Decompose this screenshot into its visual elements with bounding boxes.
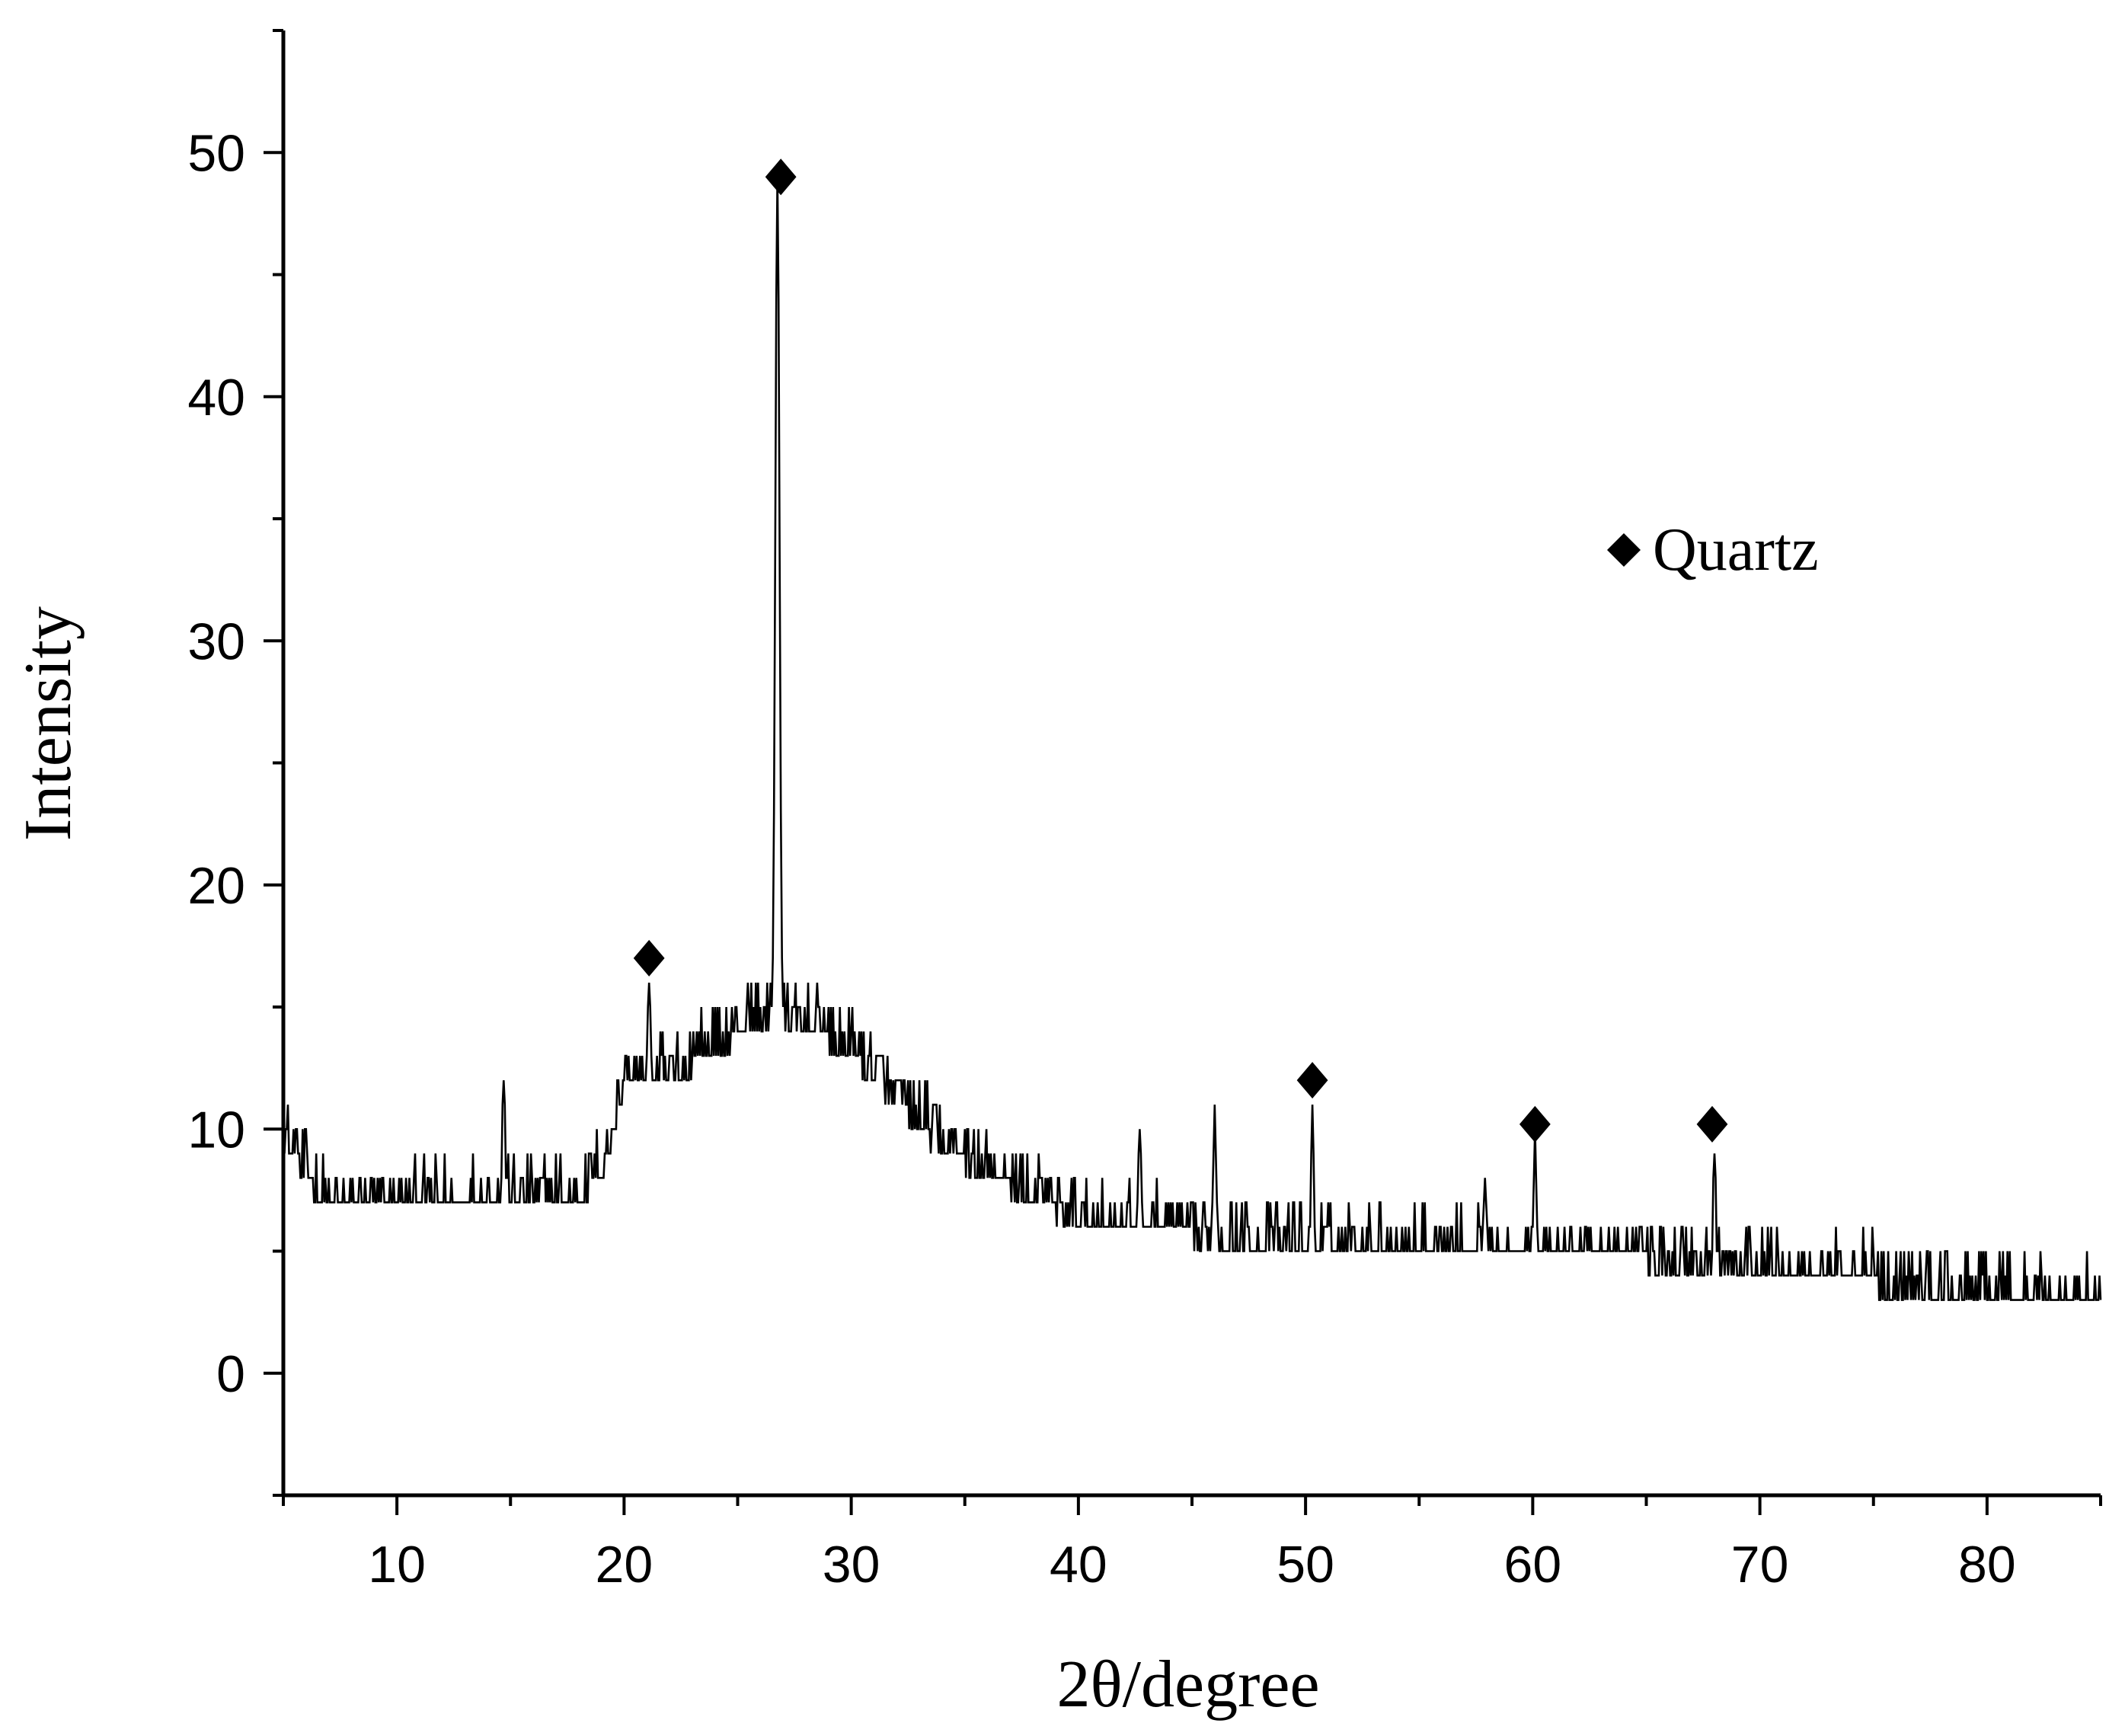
x-tick-label: 50: [1277, 1536, 1334, 1594]
marker-layer: [633, 158, 1728, 1143]
quartz-diamond-marker: [765, 158, 797, 196]
axes-layer: 0 10 20 30 40 50 10 20 30 40 50 60 70 80: [187, 29, 2102, 1594]
y-tick-label: 40: [187, 369, 245, 427]
x-tick-label: 40: [1050, 1536, 1107, 1594]
legend: Quartz: [1607, 516, 1819, 583]
x-tick-label: 80: [1958, 1536, 2016, 1594]
y-tick-label: 10: [187, 1101, 245, 1159]
label-layer: 2θ/degree Intensity Quartz: [11, 516, 1819, 1722]
x-tick-label: 20: [596, 1536, 653, 1594]
y-axis-title: Intensity: [11, 606, 85, 841]
x-tick-label: 70: [1731, 1536, 1789, 1594]
x-tick-label: 30: [823, 1536, 880, 1594]
x-tick-label: 60: [1504, 1536, 1562, 1594]
quartz-diamond-marker: [1519, 1105, 1551, 1143]
y-tick-label: 30: [187, 612, 245, 670]
x-axis-title: 2θ/degree: [1056, 1648, 1319, 1722]
data-layer: [282, 177, 2102, 1301]
quartz-diamond-marker: [633, 939, 665, 977]
y-tick-label: 0: [216, 1345, 245, 1403]
legend-label-quartz: Quartz: [1653, 516, 1819, 583]
x-tick-label: 10: [368, 1536, 426, 1594]
y-tick-label: 20: [187, 857, 245, 915]
legend-diamond-marker: [1607, 533, 1641, 567]
xrd-series-line: [282, 177, 2102, 1301]
quartz-diamond-marker: [1696, 1105, 1728, 1143]
y-tick-label: 50: [187, 124, 245, 182]
quartz-diamond-marker: [1296, 1062, 1328, 1099]
